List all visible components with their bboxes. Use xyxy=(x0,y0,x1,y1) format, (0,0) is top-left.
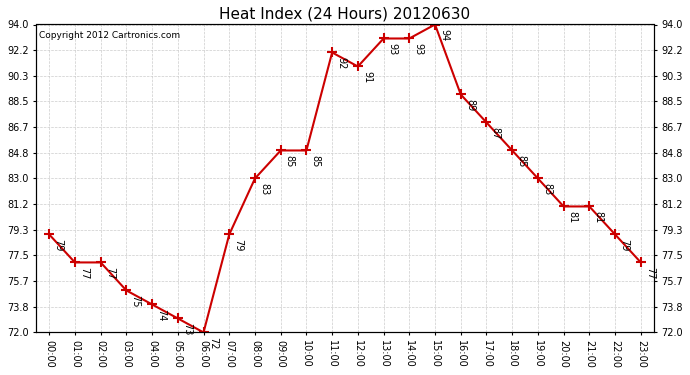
Text: 75: 75 xyxy=(130,295,141,307)
Title: Heat Index (24 Hours) 20120630: Heat Index (24 Hours) 20120630 xyxy=(219,7,471,22)
Text: 77: 77 xyxy=(79,267,89,279)
Text: 79: 79 xyxy=(233,238,244,251)
Text: 81: 81 xyxy=(593,211,604,223)
Text: 77: 77 xyxy=(105,267,115,279)
Text: 92: 92 xyxy=(336,57,346,69)
Text: 85: 85 xyxy=(310,154,321,167)
Text: Copyright 2012 Cartronics.com: Copyright 2012 Cartronics.com xyxy=(39,31,181,40)
Text: 79: 79 xyxy=(619,238,629,251)
Text: 79: 79 xyxy=(53,238,63,251)
Text: 73: 73 xyxy=(182,322,192,335)
Text: 81: 81 xyxy=(568,211,578,223)
Text: 85: 85 xyxy=(285,154,295,167)
Text: 83: 83 xyxy=(542,183,552,195)
Text: 72: 72 xyxy=(208,337,217,349)
Text: 91: 91 xyxy=(362,70,372,83)
Text: 87: 87 xyxy=(491,127,501,139)
Text: 93: 93 xyxy=(413,43,424,55)
Text: 94: 94 xyxy=(440,28,449,41)
Text: 74: 74 xyxy=(156,309,166,321)
Text: 89: 89 xyxy=(465,99,475,111)
Text: 83: 83 xyxy=(259,183,269,195)
Text: 93: 93 xyxy=(388,43,397,55)
Text: 85: 85 xyxy=(516,154,526,167)
Text: 77: 77 xyxy=(645,267,655,279)
